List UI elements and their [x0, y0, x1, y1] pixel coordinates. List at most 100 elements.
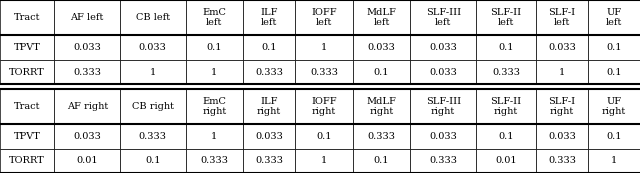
Bar: [186, 35, 243, 60]
Bar: [536, 124, 588, 149]
Text: MdLF
right: MdLF right: [367, 97, 397, 116]
Bar: [0, 89, 54, 124]
Text: 0.333: 0.333: [73, 68, 101, 77]
Text: EmC
right: EmC right: [202, 97, 227, 116]
Text: 0.333: 0.333: [548, 156, 576, 165]
Text: 1: 1: [150, 68, 156, 77]
Text: 1: 1: [321, 156, 327, 165]
Text: 0.333: 0.333: [255, 68, 283, 77]
Text: 1: 1: [211, 68, 218, 77]
Bar: [54, 124, 120, 149]
Text: 0.1: 0.1: [316, 132, 332, 141]
Text: IOFF
left: IOFF left: [311, 8, 337, 28]
Bar: [536, 60, 588, 84]
Bar: [243, 0, 295, 35]
Bar: [54, 149, 120, 173]
Bar: [476, 89, 536, 124]
Text: 0.01: 0.01: [76, 156, 98, 165]
Bar: [476, 35, 536, 60]
Bar: [410, 0, 476, 35]
Bar: [536, 149, 588, 173]
Text: 0.1: 0.1: [499, 132, 514, 141]
Text: 0.333: 0.333: [310, 68, 338, 77]
Bar: [120, 89, 186, 124]
Text: 0.1: 0.1: [374, 156, 389, 165]
Bar: [120, 149, 186, 173]
Bar: [588, 35, 640, 60]
Text: 0.1: 0.1: [145, 156, 161, 165]
Bar: [536, 0, 588, 35]
Bar: [353, 124, 410, 149]
Bar: [120, 35, 186, 60]
Text: 0.1: 0.1: [606, 68, 621, 77]
Text: 0.033: 0.033: [367, 43, 396, 52]
Text: 1: 1: [611, 156, 617, 165]
Text: TORRT: TORRT: [10, 156, 45, 165]
Bar: [476, 149, 536, 173]
Text: 0.1: 0.1: [499, 43, 514, 52]
Text: 0.033: 0.033: [73, 43, 101, 52]
Text: 0.033: 0.033: [429, 132, 457, 141]
Bar: [0, 60, 54, 84]
Text: SLF-III
right: SLF-III right: [426, 97, 461, 116]
Bar: [295, 89, 353, 124]
Bar: [54, 89, 120, 124]
Text: CB left: CB left: [136, 13, 170, 22]
Text: Tract: Tract: [14, 13, 40, 22]
Text: 0.333: 0.333: [492, 68, 520, 77]
Text: TPVT: TPVT: [14, 43, 40, 52]
Bar: [536, 89, 588, 124]
Text: SLF-I
left: SLF-I left: [548, 8, 575, 28]
Bar: [353, 35, 410, 60]
Text: UF
right: UF right: [602, 97, 626, 116]
Text: 0.1: 0.1: [606, 132, 621, 141]
Bar: [353, 0, 410, 35]
Text: 0.1: 0.1: [207, 43, 222, 52]
Text: 0.333: 0.333: [429, 156, 457, 165]
Text: TORRT: TORRT: [10, 68, 45, 77]
Bar: [120, 60, 186, 84]
Text: 0.033: 0.033: [548, 132, 576, 141]
Bar: [588, 0, 640, 35]
Text: SLF-II
left: SLF-II left: [490, 8, 522, 28]
Text: SLF-II
right: SLF-II right: [490, 97, 522, 116]
Bar: [243, 149, 295, 173]
Text: IOFF
right: IOFF right: [311, 97, 337, 116]
Text: 0.1: 0.1: [374, 68, 389, 77]
Text: 0.033: 0.033: [73, 132, 101, 141]
Bar: [0, 35, 54, 60]
Bar: [295, 60, 353, 84]
Bar: [295, 0, 353, 35]
Bar: [410, 35, 476, 60]
Text: 0.033: 0.033: [255, 132, 283, 141]
Bar: [476, 0, 536, 35]
Bar: [0, 124, 54, 149]
Text: 0.033: 0.033: [429, 68, 457, 77]
Bar: [243, 60, 295, 84]
Text: 1: 1: [321, 43, 327, 52]
Text: 0.033: 0.033: [548, 43, 576, 52]
Bar: [243, 89, 295, 124]
Bar: [353, 149, 410, 173]
Bar: [243, 35, 295, 60]
Bar: [295, 124, 353, 149]
Text: 0.033: 0.033: [429, 43, 457, 52]
Bar: [410, 60, 476, 84]
Bar: [295, 149, 353, 173]
Bar: [186, 149, 243, 173]
Bar: [54, 35, 120, 60]
Text: 0.333: 0.333: [255, 156, 283, 165]
Bar: [54, 60, 120, 84]
Text: 0.1: 0.1: [606, 43, 621, 52]
Bar: [588, 60, 640, 84]
Text: TPVT: TPVT: [14, 132, 40, 141]
Bar: [410, 89, 476, 124]
Text: 1: 1: [559, 68, 565, 77]
Text: ILF
right: ILF right: [257, 97, 282, 116]
Text: 0.333: 0.333: [139, 132, 167, 141]
Bar: [243, 124, 295, 149]
Text: CB right: CB right: [132, 102, 174, 111]
Bar: [476, 124, 536, 149]
Bar: [536, 35, 588, 60]
Bar: [0, 149, 54, 173]
